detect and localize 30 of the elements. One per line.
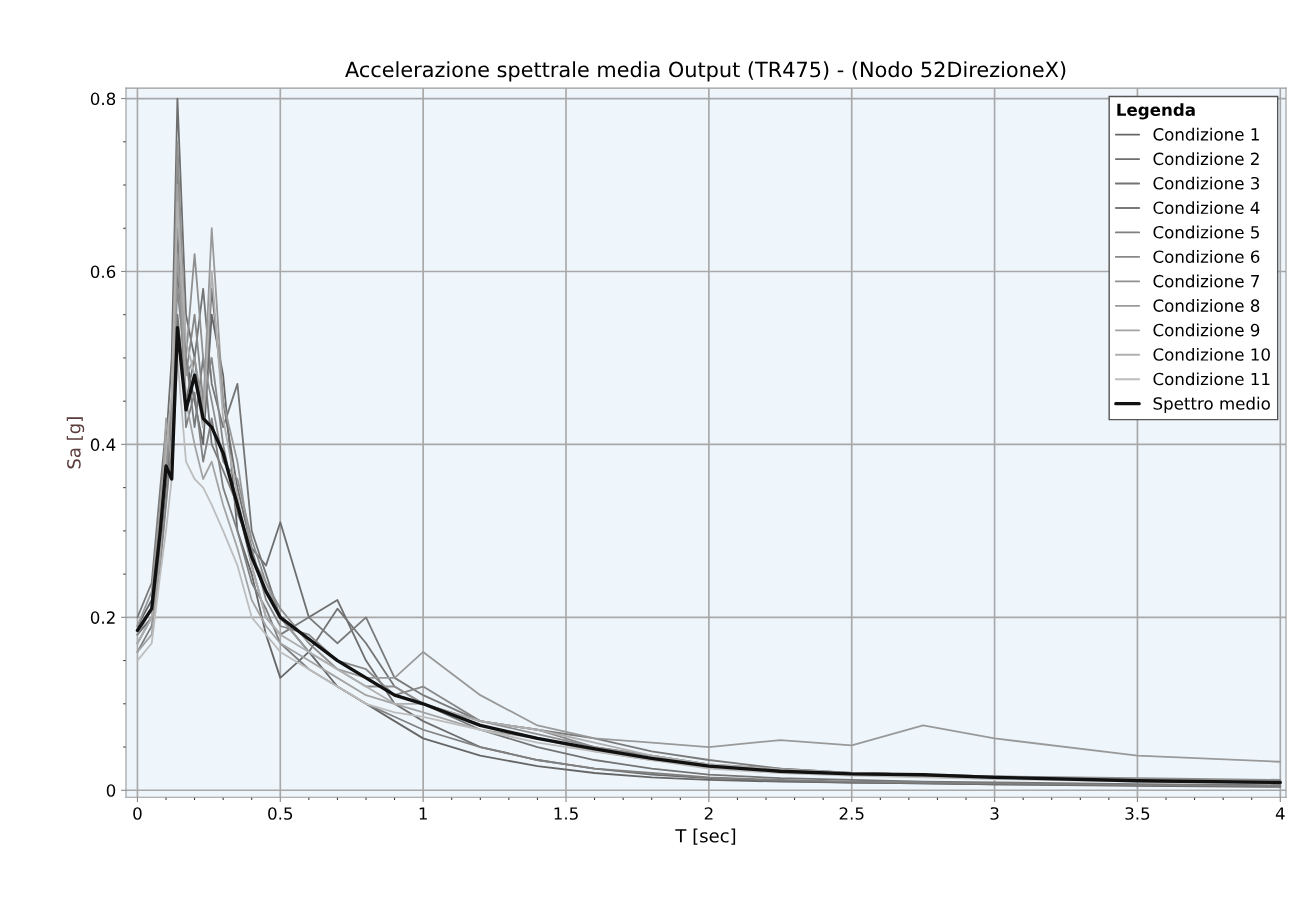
y-axis-title: Sa [g] (66, 417, 85, 469)
y-tick-label: 0.8 (90, 92, 116, 106)
legend-label: Condizione 9 (1153, 323, 1260, 337)
legend-label: Condizione 1 (1153, 127, 1259, 141)
x-tick-label: 0 (133, 807, 142, 820)
legend-label: Condizione 10 (1153, 347, 1270, 361)
x-axis-title: T [sec] (675, 828, 736, 845)
x-tick-label: 1.5 (554, 807, 578, 820)
legend-label: Condizione 5 (1153, 225, 1259, 239)
y-tick-label: 0.4 (90, 438, 116, 451)
x-tick-label: 3 (990, 807, 999, 820)
legend-label: Spettro medio (1153, 396, 1270, 413)
y-tick-label: 0.2 (90, 611, 115, 624)
legend-label: Condizione 4 (1153, 201, 1260, 215)
chart-title: Accelerazione spettrale media Output (TR475) - (Nodo 52DirezioneX) (345, 61, 1066, 82)
legend-label: Condizione 6 (1153, 250, 1260, 263)
x-tick-label: 1 (419, 807, 427, 820)
legend-title: Legenda (1117, 103, 1195, 120)
legend-label: Condizione 11 (1153, 372, 1270, 386)
x-tick-label: 0.5 (268, 807, 293, 820)
x-tick-label: 4 (1275, 807, 1285, 820)
x-tick-label: 2 (704, 807, 713, 820)
y-tick-label: 0 (106, 784, 116, 797)
legend-label: Condizione 2 (1153, 152, 1259, 166)
y-tick-label: 0.6 (90, 265, 116, 279)
x-tick-label: 3.5 (1125, 807, 1150, 820)
legend-label: Condizione 8 (1153, 299, 1260, 312)
legend-label: Condizione 7 (1153, 274, 1259, 288)
legend-label: Condizione 3 (1153, 176, 1260, 190)
x-tick-label: 2.5 (839, 807, 864, 820)
